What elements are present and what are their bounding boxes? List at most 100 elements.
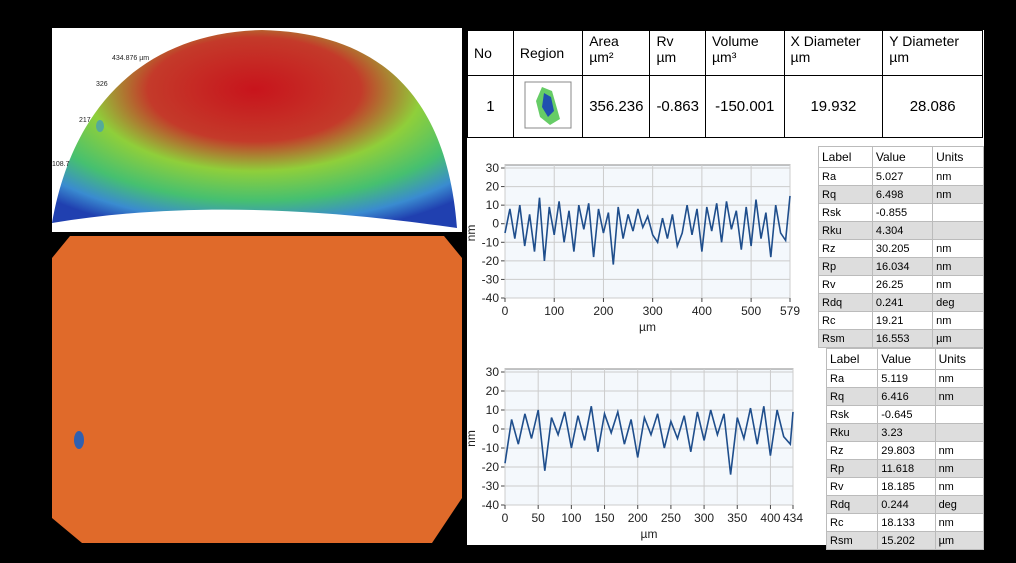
cell: [934, 405, 985, 424]
cell: nm: [934, 441, 985, 460]
y-tick-label: 0: [492, 422, 499, 436]
y-tick-label: 30: [486, 365, 500, 379]
y-axis-label: nm: [467, 430, 478, 447]
cell: nm: [934, 459, 985, 478]
cell: nm: [934, 477, 985, 496]
x-tick-label: 300: [694, 511, 714, 525]
cell: [934, 423, 985, 442]
cell: 29.803: [877, 441, 936, 460]
cell: deg: [934, 495, 985, 514]
data-row: 1 356.236 -0.863 -150.001 19.932 28.086: [467, 75, 983, 138]
defect-spot-3d: [96, 120, 104, 132]
row: Rsk -0.855: [818, 203, 984, 222]
height-map: [52, 236, 462, 543]
header-name: Rv: [656, 33, 674, 49]
cell: nm: [934, 513, 985, 532]
y-tick-label: -40: [482, 498, 500, 512]
y-tick-label: 0: [492, 217, 499, 231]
row: Rp 16.034 nm: [818, 257, 984, 276]
cell: Rq: [825, 387, 879, 406]
y-tick-label: -20: [482, 254, 500, 268]
header-cell: Label: [825, 348, 879, 370]
plot-area: [504, 368, 794, 506]
header-name: Region: [519, 45, 565, 61]
row: Ra 5.119 nm: [825, 369, 985, 388]
cell: Ra: [818, 167, 873, 186]
cell: Rp: [825, 459, 879, 478]
dome-axis-label: 108.7: [52, 161, 70, 168]
x-axis-label: µm: [639, 320, 656, 334]
cell: 16.034: [871, 257, 934, 276]
y-tick-label: -30: [482, 479, 500, 493]
x-tick-label: 579: [780, 304, 800, 318]
header-cell: Volume µm³: [704, 30, 785, 76]
cell: Ra: [825, 369, 879, 388]
header-unit: µm²: [589, 49, 614, 65]
x-tick-label: 0: [502, 304, 509, 318]
row: Rsm 15.202 µm: [825, 531, 985, 550]
header-name: Area: [589, 33, 619, 49]
cell: Rdq: [825, 495, 879, 514]
y-tick-label: -40: [482, 291, 500, 305]
cell: 19.932: [783, 75, 884, 138]
region-thumbnail: [524, 81, 572, 128]
cell: 30.205: [871, 239, 934, 258]
cell: 11.618: [877, 459, 936, 478]
cell: 16.553: [871, 329, 934, 348]
x-tick-label: 200: [628, 511, 648, 525]
header-unit: µm: [656, 49, 677, 65]
x-tick-label: 100: [561, 511, 581, 525]
header-cell: Area µm²: [582, 30, 651, 76]
header-cell: Y Diameter µm: [882, 30, 983, 76]
header-unit: µm³: [711, 49, 737, 65]
cell: nm: [934, 369, 985, 388]
cell: 5.119: [877, 369, 936, 388]
cell: -0.645: [877, 405, 936, 424]
cell: Rc: [818, 311, 873, 330]
cell: µm: [932, 329, 984, 348]
x-tick-label: 300: [643, 304, 663, 318]
y-tick-label: -20: [482, 460, 500, 474]
y-tick-label: 10: [486, 198, 500, 212]
cell: Rku: [825, 423, 879, 442]
thumb-core: [542, 92, 555, 117]
profile-line: [504, 195, 791, 265]
cell: Rz: [818, 239, 873, 258]
header-name: X Diameter: [790, 33, 861, 49]
y-tick-label: -10: [482, 441, 500, 455]
header-cell: Region: [512, 30, 584, 76]
row: Rq 6.498 nm: [818, 185, 984, 204]
cell: [932, 221, 984, 240]
row: Rq 6.416 nm: [825, 387, 985, 406]
plot-area: [504, 164, 791, 299]
cell: -150.001: [704, 75, 785, 138]
cell: 0.244: [877, 495, 936, 514]
row: Rv 18.185 nm: [825, 477, 985, 496]
x-tick-label: 50: [532, 511, 546, 525]
header-cell: Units: [932, 146, 984, 168]
header-cell: Rv µm: [649, 30, 706, 76]
row: Rku 3.23: [825, 423, 985, 442]
cell: Rdq: [818, 293, 873, 312]
header-row: Label Value Units: [818, 146, 984, 168]
header-unit: µm: [790, 49, 811, 65]
images: 434.876 µm 326 217 108.7: [52, 28, 462, 543]
cell: Rsm: [818, 329, 873, 348]
cell: Rv: [825, 477, 879, 496]
header-row: No Region Area µm² Rv µm Volume µm³ X Diameter µm…: [467, 30, 983, 76]
y-tick-label: 20: [486, 384, 500, 398]
dome-axis-label: 434.876 µm: [112, 55, 149, 62]
y-tick-label: -10: [482, 235, 500, 249]
cell: 6.498: [871, 185, 934, 204]
cell: 15.202: [877, 531, 936, 550]
cell: Rc: [825, 513, 879, 532]
row: Rp 11.618 nm: [825, 459, 985, 478]
x-tick-label: 500: [741, 304, 761, 318]
y-tick-label: 20: [486, 180, 500, 194]
cell: 0.241: [871, 293, 934, 312]
x-tick-label: 150: [595, 511, 615, 525]
cell: µm: [934, 531, 985, 550]
cell: Rsk: [825, 405, 879, 424]
x-tick-label: 400: [760, 511, 780, 525]
